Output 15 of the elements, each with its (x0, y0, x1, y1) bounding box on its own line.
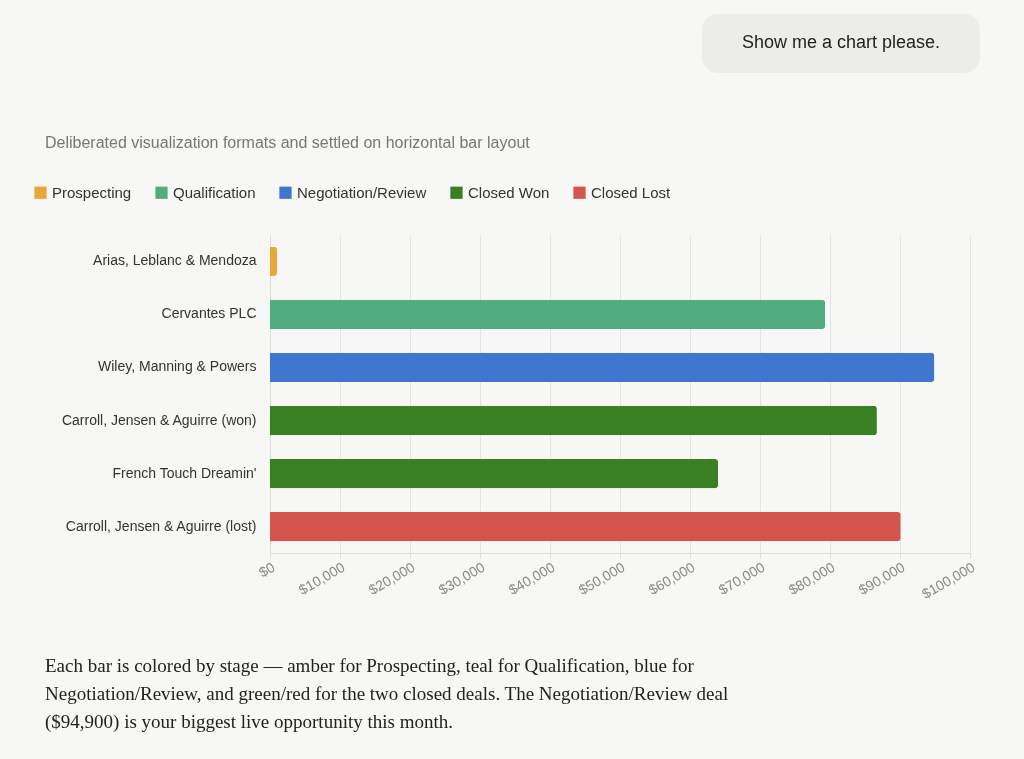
chart-subtitle: Deliberated visualization formats and settled on horizontal bar layout (45, 134, 531, 151)
legend-label: Negotiation/Review (297, 183, 427, 201)
y-tick-label: Cervantes PLC (161, 305, 257, 322)
x-tick-label: $0 (256, 558, 278, 581)
text: Show me a chart please. (741, 32, 941, 52)
y-tick-label: Arias, Leblanc & Mendoza (93, 252, 257, 269)
legend-label: Prospecting (52, 183, 132, 201)
y-tick-label: Carroll, Jensen & Aguirre (won) (61, 411, 257, 428)
y-tick-label: French Touch Dreamin' (112, 464, 257, 481)
text: Each bar is colored by stage — amber for Prospecting, teal for Qualification, blue for Negotiation/Review, and green/red for the two closed deals. The Negotiation/Review deal ($94,900) is your biggest live opportunity this month. (45, 655, 729, 733)
legend-label: Closed Lost (591, 183, 672, 201)
legend-label: Qualification (173, 183, 256, 201)
y-tick-label: Wiley, Manning & Powers (98, 358, 257, 375)
legend-label: Closed Won (468, 183, 550, 201)
y-tick-label: Carroll, Jensen & Aguirre (lost) (65, 517, 257, 534)
